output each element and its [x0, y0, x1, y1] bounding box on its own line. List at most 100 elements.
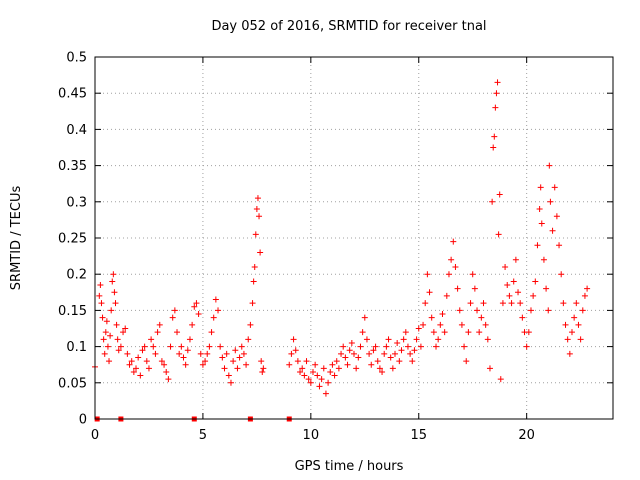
data-point	[230, 358, 237, 365]
data-point	[301, 372, 308, 379]
data-point	[156, 321, 163, 328]
data-point	[186, 336, 193, 343]
data-point	[189, 321, 196, 328]
data-point	[348, 339, 355, 346]
data-point	[502, 263, 509, 270]
data-point	[558, 271, 565, 278]
data-point	[342, 354, 349, 361]
data-point	[109, 278, 116, 285]
data-point	[225, 372, 232, 379]
x-tick-label: 20	[518, 428, 535, 443]
data-point	[394, 339, 401, 346]
data-point	[114, 336, 121, 343]
data-point	[106, 358, 113, 365]
data-point	[383, 343, 390, 350]
data-point	[355, 354, 362, 361]
data-point	[219, 354, 226, 361]
data-point	[97, 282, 104, 289]
data-point	[303, 358, 310, 365]
data-point	[467, 300, 474, 307]
data-point	[143, 358, 150, 365]
data-point	[167, 343, 174, 350]
data-point	[461, 343, 468, 350]
data-point	[344, 361, 351, 368]
data-point	[243, 361, 250, 368]
data-point	[581, 292, 588, 299]
data-point	[212, 296, 219, 303]
data-point	[469, 271, 476, 278]
data-point	[506, 292, 513, 299]
data-point	[333, 358, 340, 365]
data-point	[256, 213, 263, 220]
data-point	[128, 358, 135, 365]
data-point	[139, 347, 146, 354]
y-tick-label: 0.5	[66, 51, 87, 66]
data-point	[428, 314, 435, 321]
data-point	[413, 336, 420, 343]
data-point	[400, 336, 407, 343]
data-point	[448, 256, 455, 263]
data-point	[577, 336, 584, 343]
data-point	[366, 350, 373, 357]
x-tick-label: 5	[199, 428, 207, 443]
data-point	[124, 350, 131, 357]
data-point	[312, 361, 319, 368]
data-point	[204, 350, 211, 357]
data-point	[197, 350, 204, 357]
y-tick-label: 0.25	[58, 232, 87, 247]
x-axis-label: GPS time / hours	[295, 459, 404, 474]
data-point	[430, 329, 437, 336]
data-point	[363, 336, 370, 343]
data-point	[165, 376, 172, 383]
data-point	[546, 162, 553, 169]
data-point	[411, 347, 418, 354]
data-point	[158, 358, 165, 365]
data-point	[491, 133, 498, 140]
data-point	[454, 285, 461, 292]
data-point	[553, 213, 560, 220]
data-point	[387, 354, 394, 361]
data-point	[562, 321, 569, 328]
data-point	[193, 300, 200, 307]
data-point	[480, 300, 487, 307]
data-point	[102, 329, 109, 336]
data-point	[407, 350, 414, 357]
data-point	[456, 307, 463, 314]
data-point	[417, 343, 424, 350]
data-point	[250, 278, 257, 285]
data-point	[452, 263, 459, 270]
data-point	[260, 365, 267, 372]
data-point	[253, 206, 260, 213]
data-point	[450, 238, 457, 245]
data-point	[433, 343, 440, 350]
data-point	[309, 368, 316, 375]
data-point	[484, 336, 491, 343]
data-point	[465, 329, 472, 336]
x-tick-label: 0	[91, 428, 99, 443]
data-point	[443, 292, 450, 299]
data-point	[471, 285, 478, 292]
data-point	[359, 329, 366, 336]
chart-title: Day 052 of 2016, SRMTID for receiver tna…	[211, 19, 486, 34]
data-point	[527, 307, 534, 314]
data-point	[108, 307, 115, 314]
data-point	[112, 300, 119, 307]
data-point	[245, 336, 252, 343]
data-point	[133, 365, 140, 372]
data-point	[357, 343, 364, 350]
data-point	[286, 361, 293, 368]
data-point	[435, 336, 442, 343]
data-point	[551, 184, 558, 191]
data-point	[215, 307, 222, 314]
data-point	[234, 365, 241, 372]
data-point	[184, 347, 191, 354]
data-point	[370, 347, 377, 354]
data-point	[540, 256, 547, 263]
data-point	[135, 354, 142, 361]
data-point	[376, 365, 383, 372]
data-point	[249, 300, 256, 307]
data-point	[579, 307, 586, 314]
data-point	[566, 350, 573, 357]
data-point	[99, 314, 106, 321]
data-point	[445, 271, 452, 278]
